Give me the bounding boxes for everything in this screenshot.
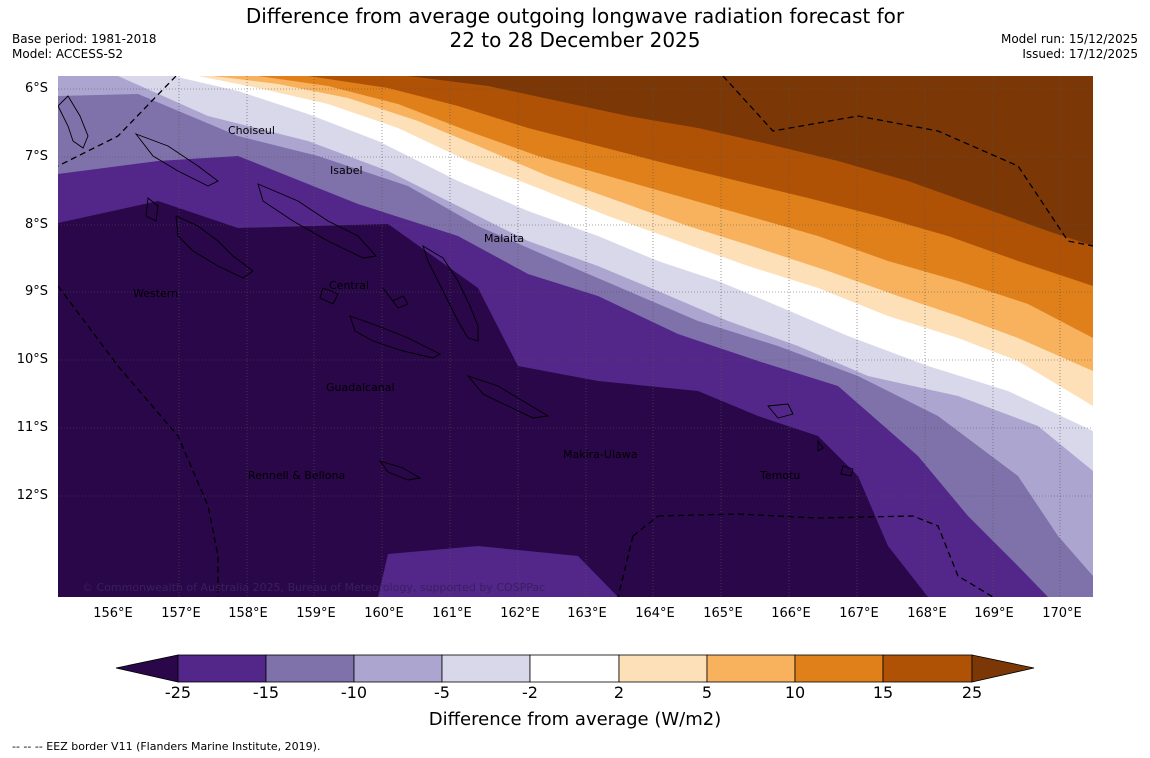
bougainville-island — [58, 95, 89, 149]
copyright-notice: © Commonwealth of Australia 2025, Bureau… — [82, 581, 545, 594]
region-label-temotu: Temotu — [759, 469, 800, 482]
utupua-island — [817, 439, 824, 452]
santa-isabel-island — [257, 183, 377, 259]
eez-border — [58, 76, 1093, 597]
colorbar-tick-2: 2 — [613, 683, 625, 702]
lon-label-159e: 159°E — [296, 606, 336, 621]
coastlines — [58, 95, 854, 481]
colorbar-swatch-2 — [265, 654, 355, 683]
lon-label-157e: 157°E — [161, 606, 201, 621]
lat-label-9s: 9°S — [24, 284, 48, 299]
lon-label-168e: 168°E — [907, 606, 947, 621]
lon-label-162e: 162°E — [500, 606, 540, 621]
lon-label-167e: 167°E — [839, 606, 879, 621]
colorbar-swatch-5 — [529, 654, 620, 683]
colorbar-tick-minus25: -25 — [164, 683, 192, 702]
region-label-isabel: Isabel — [330, 164, 363, 177]
florida-islands — [319, 287, 339, 305]
vella-lavella-island — [145, 197, 159, 222]
chart-title-line1: Difference from average outgoing longwav… — [245, 4, 905, 28]
lat-label-7s: 7°S — [24, 149, 48, 164]
colorbar-swatch-9 — [882, 654, 973, 683]
colorbar-swatch-3 — [353, 654, 443, 683]
lon-label-170e: 170°E — [1042, 606, 1082, 621]
lat-label-6s: 6°S — [24, 81, 48, 96]
colorbar-swatch-6 — [618, 654, 708, 683]
colorbar-extend-high — [971, 654, 1035, 683]
colorbar-tick-15: 15 — [872, 683, 894, 702]
lon-label-169e: 169°E — [974, 606, 1014, 621]
chart-title-line2: 22 to 28 December 2025 — [449, 28, 701, 52]
santa-cruz-island — [767, 403, 794, 419]
lon-label-160e: 160°E — [364, 606, 404, 621]
rennell-island — [378, 460, 422, 481]
lon-label-161e: 161°E — [432, 606, 472, 621]
colorbar-tick-minus2: -2 — [522, 683, 538, 702]
lon-label-165e: 165°E — [703, 606, 743, 621]
makira-island — [466, 375, 550, 419]
colorbar — [115, 654, 1035, 683]
colorbar-swatch-8 — [794, 654, 884, 683]
central-islets — [382, 287, 409, 309]
lat-label-8s: 8°S — [24, 217, 48, 232]
new-georgia-island — [175, 215, 254, 279]
model-run: Model run: 15/12/2025 — [1000, 32, 1138, 46]
colorbar-tick-5: 5 — [701, 683, 713, 702]
issued-date: Issued: 17/12/2025 — [1022, 47, 1138, 61]
region-label-makira-ulawa: Makira-Ulawa — [563, 448, 637, 461]
colorbar-tick-10: 10 — [784, 683, 806, 702]
malaita-island — [422, 244, 479, 342]
lon-label-163e: 163°E — [567, 606, 607, 621]
eez-border-note: -- -- -- EEZ border V11 (Flanders Marine… — [12, 740, 321, 753]
colorbar-extend-low — [115, 654, 179, 683]
colorbar-swatch-1 — [177, 654, 267, 683]
colorbar-swatch-7 — [706, 654, 796, 683]
model-name: Model: ACCESS-S2 — [12, 47, 124, 61]
colorbar-swatch-4 — [441, 654, 531, 683]
colorbar-tick-minus5: -5 — [434, 683, 450, 702]
colorbar-tick-minus10: -10 — [340, 683, 368, 702]
region-label-central: Central — [329, 279, 369, 292]
region-label-rennell-bellona: Rennell & Bellona — [248, 469, 345, 482]
lon-label-164e: 164°E — [635, 606, 675, 621]
region-label-choiseul: Choiseul — [228, 124, 275, 137]
lat-label-12s: 12°S — [16, 488, 48, 503]
region-label-western: Western — [133, 287, 178, 300]
olr-anomaly-map: Choiseul Isabel Malaita Western Central … — [58, 76, 1093, 597]
region-label-malaita: Malaita — [484, 232, 524, 245]
base-period: Base period: 1981-2018 — [12, 32, 157, 46]
region-label-guadalcanal: Guadalcanal — [326, 381, 395, 394]
lon-label-156e: 156°E — [93, 606, 133, 621]
lon-label-166e: 166°E — [771, 606, 811, 621]
lon-label-158e: 158°E — [228, 606, 268, 621]
lat-label-11s: 11°S — [16, 420, 48, 435]
choiseul-island — [134, 133, 219, 187]
guadalcanal-island — [349, 315, 441, 359]
colorbar-tick-25: 25 — [961, 683, 983, 702]
band-southern-pocket — [378, 546, 618, 597]
vanikoro-island — [840, 465, 854, 477]
lat-label-10s: 10°S — [16, 352, 48, 367]
map-canvas: Choiseul Isabel Malaita Western Central … — [58, 76, 1093, 597]
colorbar-tick-minus15: -15 — [252, 683, 280, 702]
colorbar-title: Difference from average (W/m2) — [428, 709, 722, 730]
band-above-25 — [408, 76, 1093, 246]
